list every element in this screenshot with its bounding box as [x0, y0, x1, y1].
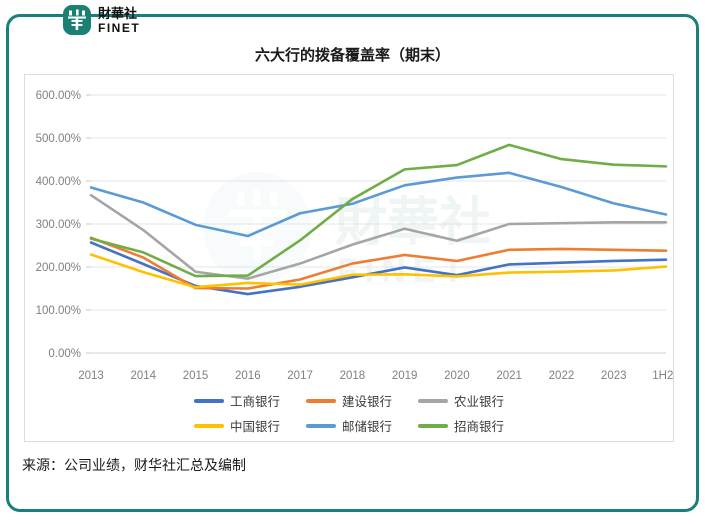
y-axis-tick-label: 300.00% — [36, 219, 81, 231]
chart-legend: 工商银行 建设银行 农业银行 中国银行 邮储银行 招商银行 — [24, 388, 674, 438]
source-note: 来源：公司业绩，财华社汇总及编制 — [22, 457, 246, 473]
y-axis-tick-label: 100.00% — [36, 305, 81, 317]
x-axis-tick-label: 2022 — [549, 370, 575, 382]
y-axis-tick-label: 0.00% — [48, 348, 81, 360]
chart-card — [24, 74, 674, 442]
legend-row: 工商银行 建设银行 农业银行 — [24, 388, 674, 413]
page-title: 六大行的拨备覆盖率（期末） — [254, 47, 450, 64]
x-axis-tick-label: 2016 — [235, 370, 261, 382]
line-chart: 0.00% 100.00% 200.00% 300.00% 400.00% 500.00%… — [36, 90, 674, 382]
legend-label: 工商银行 — [229, 395, 280, 409]
legend-item-农业银行[interactable]: 农业银行 — [418, 391, 504, 410]
x-axis-tick-labels: 2013 2014 2015 2016 2017 2018 2019 2020 2021 2022… — [78, 370, 674, 382]
legend-item-中国银行[interactable]: 中国银行 — [193, 416, 280, 435]
series-line-邮储银行 — [89, 171, 668, 238]
x-axis-tick-label: 2019 — [392, 370, 418, 382]
y-axis-tick-label: 200.00% — [36, 262, 81, 274]
legend-swatch-icon — [305, 423, 336, 428]
chart-plot-area: 0.00% 100.00% 200.00% 300.00% 400.00% 500.00%… — [24, 74, 674, 442]
x-axis-tick-label: 2017 — [287, 370, 313, 382]
brand-name-en: FINET — [98, 20, 141, 35]
legend-swatch-icon — [305, 398, 336, 403]
series-line-建设银行 — [89, 236, 668, 290]
legend-swatch-icon — [418, 423, 448, 428]
series-line-农业银行 — [89, 193, 668, 280]
x-axis-tick-label: 2023 — [601, 370, 627, 382]
legend-label: 邮储银行 — [341, 420, 392, 434]
legend-item-招商银行[interactable]: 招商银行 — [418, 416, 504, 435]
y-axis-tick-labels: 0.00% 100.00% 200.00% 300.00% 400.00% 500.00%… — [36, 90, 81, 360]
x-axis-tick-label: 2014 — [130, 370, 156, 382]
grid-lines — [86, 94, 666, 354]
series-line-招商银行 — [89, 143, 668, 278]
finet-seal-logo-icon — [63, 5, 91, 35]
legend-swatch-icon — [193, 398, 224, 403]
x-axis-tick-label: 1H24 — [652, 370, 674, 382]
legend-item-工商银行[interactable]: 工商银行 — [193, 391, 280, 410]
x-axis-tick-label: 2013 — [78, 370, 104, 382]
series-line-中国银行 — [89, 253, 668, 289]
data-series-group — [89, 143, 668, 296]
x-axis-tick-label: 2021 — [496, 370, 522, 382]
legend-label: 农业银行 — [454, 395, 505, 409]
legend-label: 招商银行 — [454, 420, 505, 434]
y-axis-tick-label: 600.00% — [36, 90, 81, 102]
brand-text: 財華社 FINET — [98, 7, 140, 34]
legend-item-邮储银行[interactable]: 邮储银行 — [305, 416, 392, 435]
brand-name-cn: 財華社 — [98, 5, 138, 21]
y-axis-tick-label: 500.00% — [36, 133, 81, 145]
legend-label: 建设银行 — [341, 395, 392, 409]
x-axis-tick-label: 2018 — [340, 370, 366, 382]
legend-item-建设银行[interactable]: 建设银行 — [305, 391, 392, 410]
legend-swatch-icon — [418, 398, 448, 403]
legend-swatch-icon — [193, 423, 224, 428]
brand-logo: 財華社 FINET — [62, 2, 184, 38]
y-axis-tick-label: 400.00% — [36, 176, 81, 188]
x-axis-tick-label: 2020 — [444, 370, 470, 382]
legend-label: 中国银行 — [229, 420, 280, 434]
x-axis-tick-label: 2015 — [183, 370, 209, 382]
legend-row: 中国银行 邮储银行 招商银行 — [24, 413, 674, 438]
